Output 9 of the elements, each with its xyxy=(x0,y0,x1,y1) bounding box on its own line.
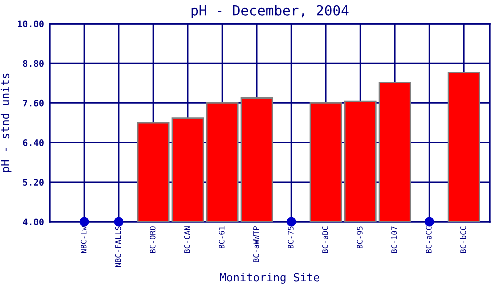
y-tick-label: 5.20 xyxy=(23,179,44,186)
y-axis-title: pH - stnd units xyxy=(0,74,12,172)
x-axis-title: Monitoring Site xyxy=(220,273,320,284)
chart-title: pH - December, 2004 xyxy=(192,5,349,19)
y-tick-label: 4.00 xyxy=(23,218,44,226)
y-tick-label: 8.80 xyxy=(23,60,44,68)
y-tick-label: 7.60 xyxy=(23,100,44,107)
y-tick-label: 6.40 xyxy=(23,140,44,146)
y-tick-label: 10.00 xyxy=(18,20,44,28)
